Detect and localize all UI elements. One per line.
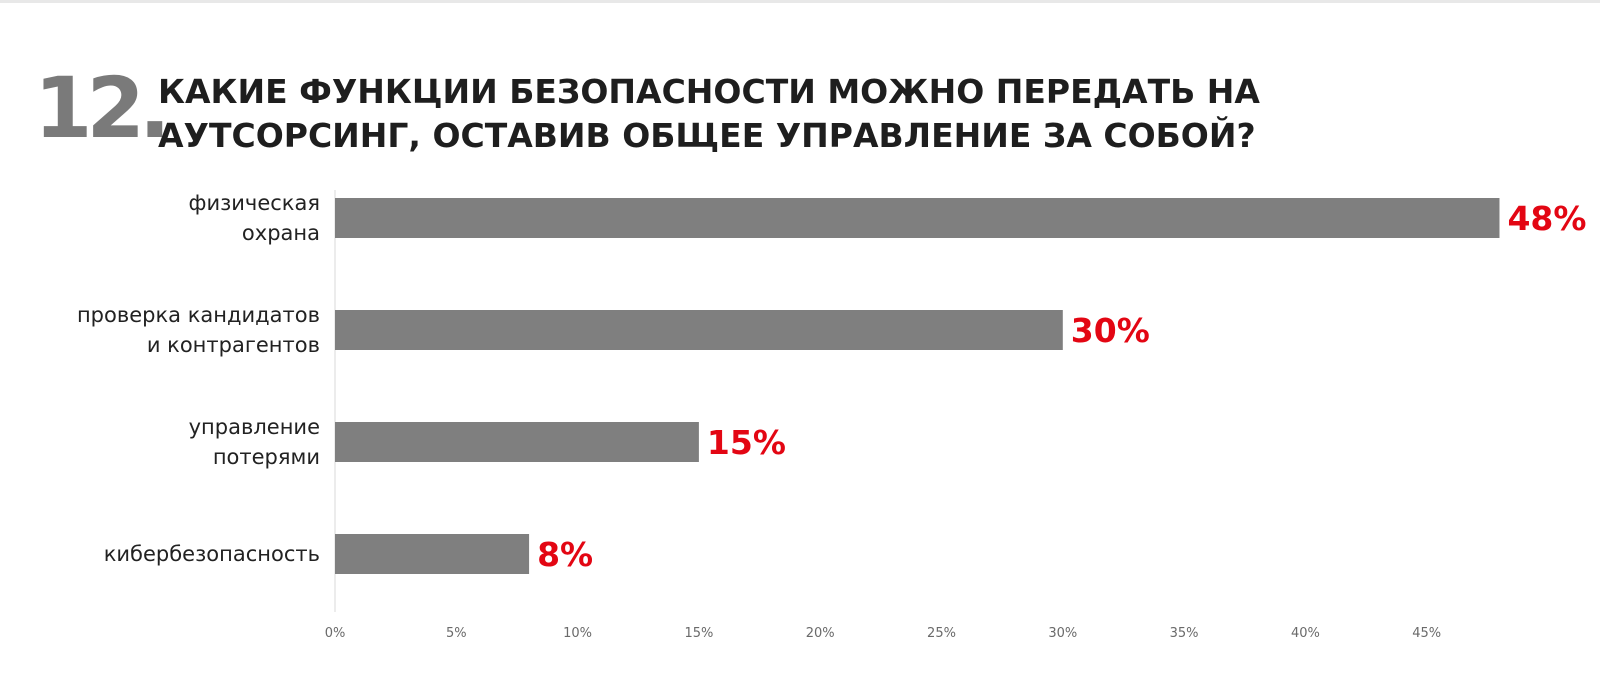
bar-1 [335, 310, 1063, 350]
category-label-3: кибербезопасность [104, 542, 320, 566]
x-tick-label-7: 35% [1170, 626, 1199, 641]
category-label-2-line-0: управление [189, 415, 320, 439]
category-label-0-line-0: физическая [189, 191, 320, 215]
value-label-2: 15% [707, 423, 786, 462]
x-tick-label-1: 5% [446, 626, 467, 641]
category-label-3-line-0: кибербезопасность [104, 542, 320, 566]
question-title-line-2: АУТСОРСИНГ, ОСТАВИВ ОБЩЕЕ УПРАВЛЕНИЕ ЗА … [158, 116, 1256, 155]
bar-3 [335, 534, 530, 574]
bar-2 [335, 422, 699, 462]
x-tick-label-4: 20% [806, 626, 835, 641]
category-label-1-line-0: проверка кандидатов [77, 303, 320, 327]
value-label-0: 48% [1507, 199, 1586, 238]
x-tick-label-3: 15% [684, 626, 713, 641]
question-title: КАКИЕ ФУНКЦИИ БЕЗОПАСНОСТИ МОЖНО ПЕРЕДАТ… [158, 70, 1558, 158]
category-label-1: проверка кандидатов и контрагентов [77, 303, 320, 357]
x-tick-label-6: 30% [1048, 626, 1077, 641]
category-label-2: управление потерями [189, 415, 320, 469]
x-tick-label-8: 40% [1291, 626, 1320, 641]
category-label-0: физическая охрана [189, 191, 320, 245]
x-tick-label-2: 10% [563, 626, 592, 641]
question-number: 12. [34, 59, 171, 157]
value-label-1: 30% [1071, 311, 1150, 350]
value-label-3: 8% [537, 535, 593, 574]
top-divider [0, 0, 1600, 3]
category-label-2-line-1: потерями [213, 445, 320, 469]
x-tick-label-9: 45% [1412, 626, 1441, 641]
category-label-0-line-1: охрана [242, 221, 320, 245]
category-label-1-line-1: и контрагентов [147, 333, 320, 357]
x-tick-label-5: 25% [927, 626, 956, 641]
x-tick-label-0: 0% [325, 626, 346, 641]
bar-0 [335, 198, 1500, 238]
question-title-line-1: КАКИЕ ФУНКЦИИ БЕЗОПАСНОСТИ МОЖНО ПЕРЕДАТ… [158, 72, 1260, 111]
